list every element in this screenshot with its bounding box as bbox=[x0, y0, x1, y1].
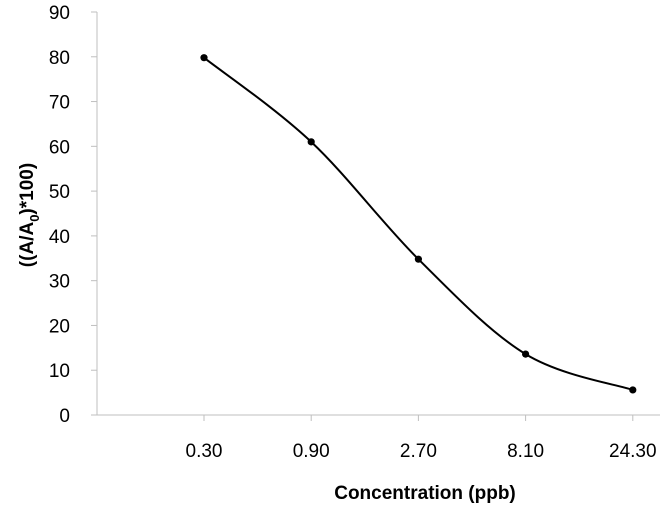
y-tick-label: 40 bbox=[49, 227, 70, 248]
y-axis-title-tail: )*100) bbox=[17, 163, 38, 215]
y-tick-label: 10 bbox=[49, 361, 70, 382]
y-axis-title: ((A/A0)*100) bbox=[17, 163, 42, 267]
x-tick-label: 0.90 bbox=[293, 441, 330, 462]
y-axis: 0 10 20 30 40 50 60 70 80 90 bbox=[49, 3, 98, 427]
data-series bbox=[200, 54, 637, 394]
x-tick-label: 0.30 bbox=[186, 441, 223, 462]
x-axis-title: Concentration (ppb) bbox=[334, 483, 516, 504]
data-point bbox=[522, 350, 530, 358]
x-tick-label: 8.10 bbox=[507, 441, 544, 462]
y-tick-label: 80 bbox=[49, 48, 70, 69]
series-line bbox=[203, 56, 634, 391]
y-tick-label: 30 bbox=[49, 272, 70, 293]
y-tick-label: 0 bbox=[59, 406, 70, 427]
y-tick-label: 70 bbox=[49, 93, 70, 114]
y-axis-title-subscript: 0 bbox=[27, 215, 42, 222]
x-axis: 0.30 0.90 2.70 8.10 24.30 bbox=[97, 414, 660, 462]
x-tick-label: 2.70 bbox=[400, 441, 437, 462]
y-tick-label: 60 bbox=[49, 137, 70, 158]
y-tick-label: 20 bbox=[49, 316, 70, 337]
x-tick-label: 24.30 bbox=[609, 441, 657, 462]
data-point bbox=[200, 54, 208, 62]
y-axis-title-main: ((A/A bbox=[17, 222, 38, 268]
data-point bbox=[629, 386, 637, 394]
y-tick-label: 50 bbox=[49, 182, 70, 203]
data-point bbox=[307, 138, 315, 146]
y-tick-label: 90 bbox=[49, 3, 70, 24]
data-point bbox=[414, 255, 422, 263]
